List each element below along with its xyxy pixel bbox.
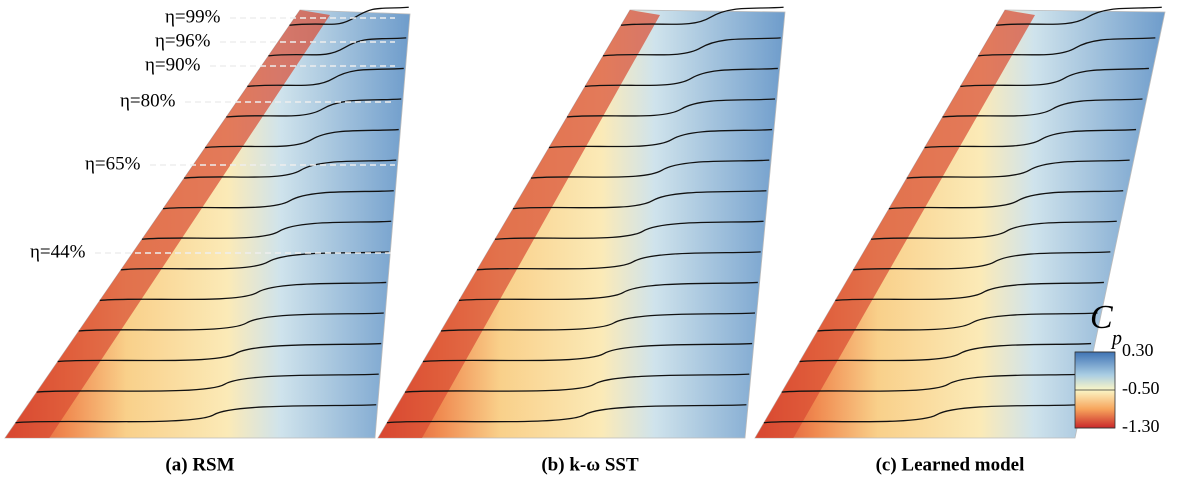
streamline [835,281,1104,302]
colorbar-tick-label: -1.30 [1122,416,1160,436]
streamline [924,128,1137,149]
streamline [566,98,776,118]
eta-label: η=99% [165,6,221,27]
streamline [205,128,399,149]
streamline [960,67,1149,88]
streamline [99,281,387,302]
eta-label: η=90% [145,54,201,75]
streamline [763,404,1079,424]
streamline [602,37,781,57]
eta-label: η=44% [30,241,86,262]
streamline [141,220,392,240]
streamline [422,342,753,363]
streamline [268,37,407,57]
streamline [530,159,770,179]
streamline [386,404,747,424]
colorbar-ticks: 0.30 -0.50 -1.30 [1075,340,1160,436]
streamline [781,373,1085,393]
panel-caption: (a) RSM [165,454,234,475]
colorbar-tick-label: -0.50 [1122,378,1160,398]
streamline [871,220,1117,240]
streamline [906,159,1130,179]
streamline [942,98,1143,118]
panel-caption: (b) k-ω SST [541,454,639,475]
streamline [57,342,382,363]
streamline [162,190,394,210]
streamline [584,67,778,88]
streamline [978,37,1156,57]
streamline [548,128,773,149]
streamline [226,98,402,118]
streamline [404,373,750,393]
streamline [817,312,1098,332]
streamline [247,67,404,88]
streamline [15,404,377,424]
eta-annotations: η=99% η=96% η=90% η=80% η=65% η=44% [30,6,395,262]
streamline [440,312,756,332]
colorbar-tick-label: 0.30 [1122,340,1154,360]
streamline [996,6,1162,26]
streamline [36,373,379,393]
streamline [888,190,1124,210]
streamline [458,281,758,302]
panel-caption: (c) Learned model [876,454,1025,475]
colorbar-label: C [1090,299,1113,336]
streamline [494,220,764,240]
streamline [799,342,1092,363]
streamline [78,312,384,332]
wing-panels: (a) RSM (b) k-ω SST (c) Learned model [4,6,1166,475]
streamline [620,6,784,26]
colorbar-subscript: p [1110,328,1122,350]
eta-label: η=80% [120,90,176,111]
streamline [512,190,767,210]
streamline [184,159,397,179]
eta-label: η=96% [155,30,211,51]
streamline [476,251,761,271]
eta-label: η=65% [85,153,141,174]
streamline [853,251,1111,271]
